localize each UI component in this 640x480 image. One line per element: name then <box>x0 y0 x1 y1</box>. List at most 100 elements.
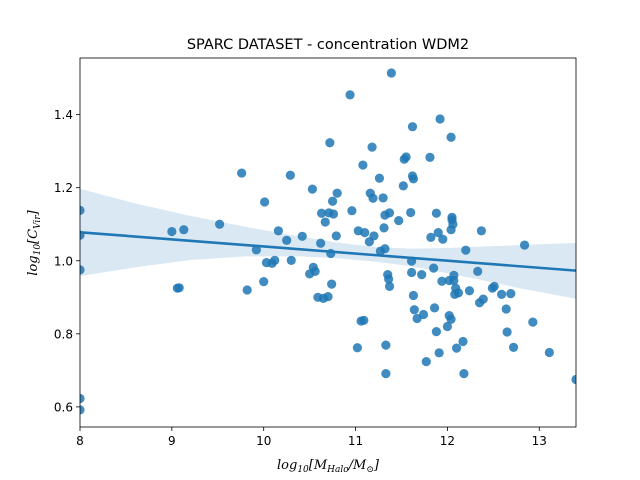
x-tick-label: 11 <box>348 434 363 448</box>
data-point <box>425 152 435 162</box>
data-point <box>429 263 439 273</box>
data-point <box>453 288 464 298</box>
data-point <box>448 219 458 229</box>
data-point <box>434 348 444 358</box>
data-point <box>449 275 459 286</box>
data-point <box>501 304 511 314</box>
data-point <box>369 231 379 241</box>
data-point <box>328 209 339 219</box>
data-point <box>406 207 416 218</box>
data-point <box>508 342 519 352</box>
data-point <box>461 245 471 255</box>
data-point <box>368 193 378 203</box>
x-axis-ticks: 8 9 10 11 12 13 <box>76 427 547 448</box>
chart-title: SPARC DATASET - concentration WDM2 <box>187 37 469 53</box>
data-point <box>544 347 554 358</box>
data-point <box>378 193 388 203</box>
y-tick-label: 1.2 <box>54 181 73 195</box>
data-point <box>179 225 189 235</box>
data-point <box>381 369 391 379</box>
data-point <box>528 317 538 327</box>
y-tick-label: 1.4 <box>54 108 73 122</box>
data-point <box>310 266 320 276</box>
data-point <box>360 228 370 238</box>
data-point <box>431 327 441 337</box>
data-point <box>332 188 342 198</box>
data-point <box>297 231 307 241</box>
data-point <box>506 289 516 299</box>
data-point <box>167 226 177 237</box>
data-point <box>273 226 283 236</box>
data-point <box>394 215 404 226</box>
data-point <box>442 321 453 332</box>
data-point <box>384 274 394 284</box>
data-point <box>497 289 507 299</box>
data-point <box>384 281 395 291</box>
data-point <box>260 197 270 207</box>
data-point <box>401 152 411 162</box>
data-point <box>251 245 261 255</box>
data-point <box>374 173 385 183</box>
y-tick-label: 0.6 <box>54 400 73 414</box>
data-point <box>459 369 469 379</box>
x-axis-label: log10[MHalo/M⊙] <box>277 458 380 475</box>
data-point <box>327 196 338 206</box>
data-point <box>426 232 436 242</box>
data-point <box>431 208 441 218</box>
data-point <box>345 90 355 100</box>
data-point <box>381 340 391 350</box>
data-point <box>458 336 468 347</box>
data-point <box>327 279 337 289</box>
data-point <box>437 276 447 286</box>
data-point <box>323 291 333 302</box>
data-points <box>80 68 576 415</box>
data-point <box>320 217 330 227</box>
data-point <box>367 142 377 152</box>
regression-line <box>80 230 576 272</box>
data-point <box>307 184 317 194</box>
data-point <box>270 255 280 265</box>
data-point <box>259 276 269 287</box>
x-tick-label: 13 <box>532 434 547 448</box>
data-point <box>384 208 395 218</box>
data-point <box>408 174 419 184</box>
data-point <box>80 265 85 275</box>
x-tick-label: 8 <box>76 434 84 448</box>
data-point <box>408 290 419 301</box>
plot-area <box>80 68 576 415</box>
data-point <box>380 244 390 254</box>
data-point <box>174 283 184 293</box>
data-point <box>316 238 326 248</box>
data-point <box>451 343 462 353</box>
data-point <box>429 303 440 313</box>
data-point <box>476 226 486 236</box>
data-point <box>478 294 488 304</box>
x-tick-label: 10 <box>256 434 271 448</box>
x-tick-label: 12 <box>440 434 455 448</box>
data-point <box>285 170 295 180</box>
data-point <box>417 270 427 280</box>
data-point <box>325 138 335 148</box>
data-point <box>489 281 499 291</box>
data-point <box>379 223 389 233</box>
data-point <box>358 160 368 170</box>
data-point <box>435 114 445 124</box>
data-point <box>446 132 456 142</box>
data-point <box>80 393 85 404</box>
data-point <box>433 228 443 238</box>
data-point <box>398 181 408 191</box>
data-point <box>519 240 530 250</box>
data-point <box>352 343 362 353</box>
data-point <box>409 305 419 315</box>
data-point <box>80 405 85 415</box>
y-tick-label: 0.8 <box>54 327 73 341</box>
data-point <box>316 208 327 218</box>
y-axis-ticks: 0.6 0.8 1.0 1.2 1.4 <box>54 108 80 414</box>
data-point <box>421 357 431 367</box>
data-point <box>282 235 292 245</box>
data-point <box>242 285 252 295</box>
data-point <box>446 314 456 324</box>
data-point <box>418 309 429 320</box>
x-tick-label: 9 <box>168 434 176 448</box>
data-point <box>386 68 396 78</box>
